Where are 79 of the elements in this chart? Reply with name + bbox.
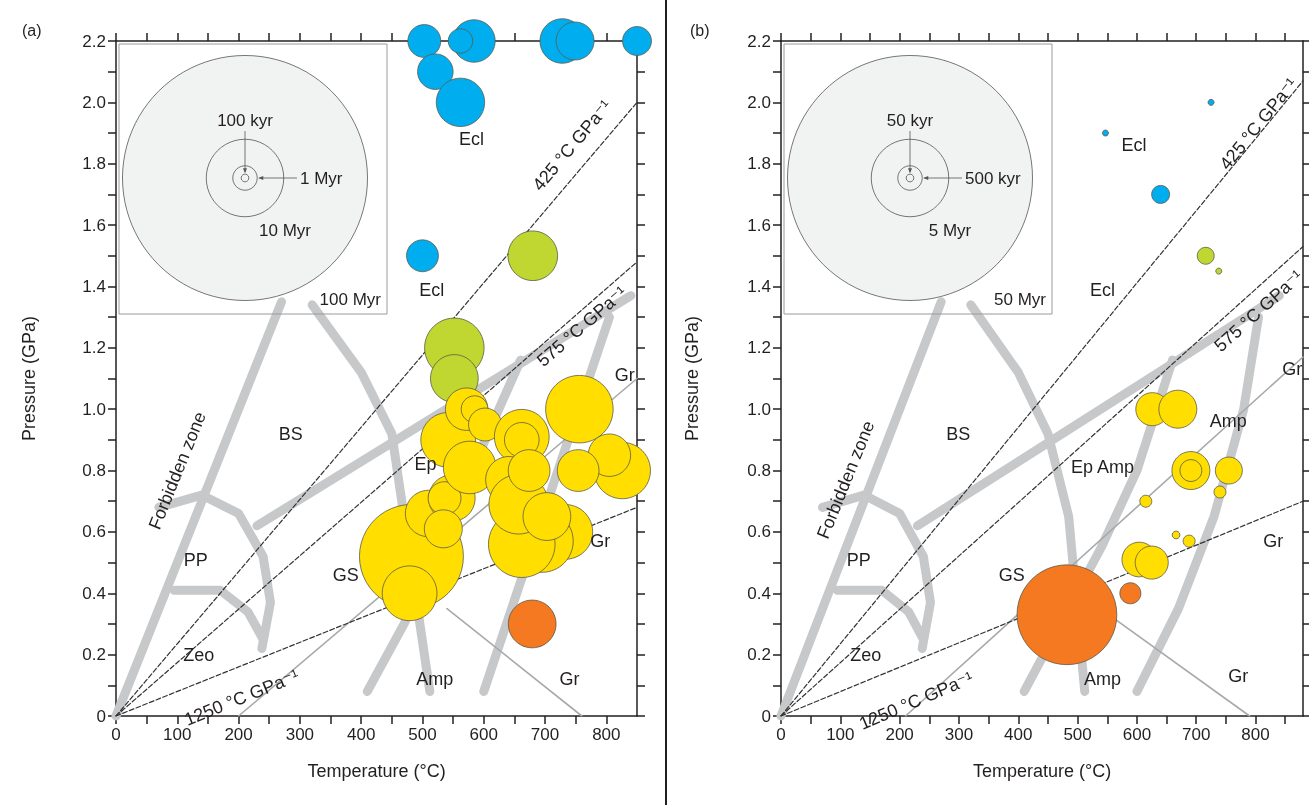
text: (a) — [22, 21, 42, 39]
y-tick-label: 0.2 — [747, 645, 771, 665]
annotation: Amp — [1209, 411, 1247, 432]
annotation: Ep Amp — [1070, 457, 1135, 478]
legend-label: 10 Myr — [259, 221, 312, 241]
y-tick-label: 1.0 — [82, 399, 106, 419]
y-tick-label: 2.0 — [82, 92, 106, 112]
annotation: Ecl — [1121, 135, 1147, 156]
x-tick-label: 200 — [885, 725, 914, 744]
y-tick-label: 0.2 — [82, 645, 106, 665]
text: (b) — [690, 21, 710, 39]
x-axis-title: Temperature (°C) — [972, 761, 1112, 781]
y-tick-label: 2.2 — [82, 31, 106, 51]
annotation: Gr — [1263, 531, 1284, 552]
x-tick-label: 600 — [469, 725, 498, 744]
annotation: Ecl — [459, 129, 485, 150]
x-tick-label: 300 — [285, 725, 315, 744]
annotation: GS — [998, 564, 1025, 585]
y-tick-label: 1.2 — [82, 338, 106, 358]
legend-label: 50 kyr — [886, 110, 934, 130]
x-tick-label: 700 — [530, 725, 560, 744]
legend-label: 500 kyr — [965, 168, 1022, 188]
annotation: Ep — [414, 454, 437, 475]
legend-label: 5 Myr — [928, 221, 972, 241]
y-tick-label: 1.0 — [747, 399, 771, 419]
y-tick-label: 1.4 — [82, 276, 106, 296]
annotation: GS — [332, 564, 359, 585]
legend-label: 100 Myr — [319, 290, 382, 309]
legend-label: 50 Myr — [994, 290, 1047, 309]
y-tick-label: 0 — [96, 706, 106, 726]
y-axis-title: Pressure (GPa) — [19, 315, 39, 442]
x-tick-label: 100 — [826, 725, 855, 744]
annotation: Gr — [1282, 359, 1303, 380]
y-axis-title: Pressure (GPa) — [682, 315, 702, 442]
y-tick-label: 1.8 — [82, 154, 106, 174]
y-tick-label: 2.0 — [747, 92, 771, 112]
x-tick-label: 200 — [224, 725, 253, 744]
x-tick-label: 300 — [944, 725, 974, 744]
y-tick-label: 1.8 — [747, 154, 771, 174]
annotation: PP — [846, 549, 871, 570]
annotation: Gr — [559, 669, 580, 690]
x-tick-label: 500 — [408, 725, 437, 744]
x-tick-label: 0 — [111, 725, 121, 744]
x-tick-label: 100 — [163, 725, 192, 744]
x-tick-label: 400 — [346, 725, 376, 744]
y-tick-label: 1.6 — [82, 215, 106, 235]
annotation: BS — [278, 423, 303, 444]
x-tick-label: 400 — [1004, 725, 1033, 744]
x-tick-label: 0 — [776, 725, 786, 744]
y-tick-label: 0.4 — [82, 583, 106, 603]
y-tick-label: 1.6 — [747, 215, 771, 235]
annotation: BS — [946, 423, 971, 444]
y-tick-label: 0.8 — [747, 461, 771, 481]
annotation: Amp — [1084, 669, 1122, 690]
y-tick-label: 0 — [761, 706, 771, 726]
annotation: Gr — [1228, 666, 1249, 687]
y-tick-label: 1.2 — [747, 338, 771, 358]
x-tick-label: 700 — [1182, 725, 1211, 744]
x-tick-label: 800 — [592, 725, 621, 744]
y-tick-label: 0.6 — [747, 522, 771, 542]
x-tick-label: 600 — [1122, 725, 1152, 744]
annotation: Zeo — [183, 644, 215, 665]
y-tick-label: 0.8 — [82, 461, 106, 481]
legend-label: 100 kyr — [217, 110, 274, 130]
legend-label: 1 Myr — [300, 168, 343, 188]
y-tick-label: 0.4 — [747, 583, 771, 603]
annotation: Gr — [590, 531, 611, 552]
y-tick-label: 0.6 — [82, 522, 106, 542]
annotation: Ecl — [419, 279, 445, 300]
annotation: PP — [183, 549, 208, 570]
annotation: Zeo — [850, 644, 882, 665]
x-tick-label: 500 — [1063, 725, 1092, 744]
x-axis-title: Temperature (°C) — [307, 761, 446, 781]
x-tick-label: 800 — [1241, 725, 1270, 744]
y-tick-label: 1.4 — [747, 276, 771, 296]
annotation: Amp — [416, 669, 454, 690]
annotation: Ecl — [1090, 279, 1116, 300]
annotation: Gr — [614, 365, 635, 386]
y-tick-label: 2.2 — [747, 31, 771, 51]
